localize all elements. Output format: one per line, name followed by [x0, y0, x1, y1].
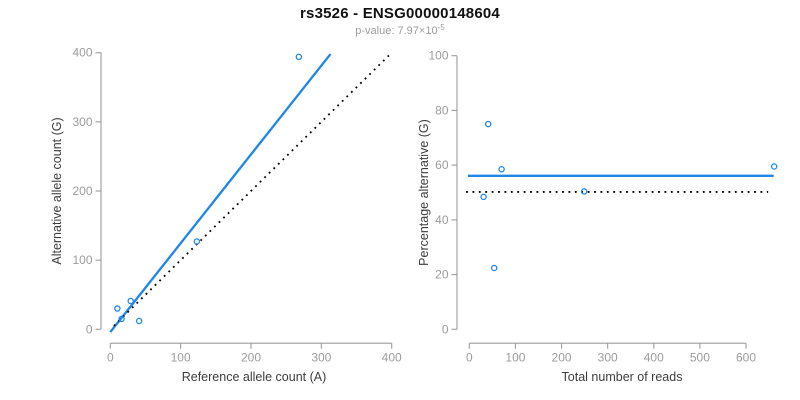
x-tick-label: 300 — [598, 351, 618, 365]
data-point — [484, 120, 492, 128]
data-point — [580, 188, 588, 195]
x-tick-label: 200 — [552, 351, 572, 365]
data-point — [490, 264, 498, 272]
regression-line — [109, 53, 332, 333]
x-tick-label: 100 — [171, 351, 191, 365]
chart-title: rs3526 - ENSG00000148604 — [300, 5, 500, 22]
p-value-base: 10 — [425, 25, 438, 37]
data-point — [135, 317, 143, 325]
x-axis-title: Total number of reads — [562, 370, 683, 384]
multiplication-sign: × — [418, 25, 426, 37]
y-tick-label: 300 — [72, 115, 92, 129]
y-tick-label: 80 — [435, 103, 449, 117]
y-tick-label: 200 — [72, 184, 92, 198]
data-point — [118, 315, 125, 323]
x-tick-label: 600 — [736, 351, 756, 365]
y-tick-label: 20 — [435, 268, 449, 282]
y-tick-label: 60 — [435, 158, 449, 172]
x-axis: 0 100 200 300 400 500 600 — [466, 342, 756, 365]
y-tick-label: 40 — [435, 213, 449, 227]
y-axis-title: Alternative allele count (G) — [50, 117, 64, 264]
data-points — [480, 120, 778, 272]
right-plot-percentage: 0 20 40 60 80 100 0 100 200 300 400 500 600 Total num… — [417, 49, 778, 384]
data-point — [114, 305, 121, 312]
y-tick-label: 100 — [72, 253, 92, 267]
x-tick-label: 0 — [466, 351, 473, 365]
data-point — [127, 297, 134, 305]
data-point — [498, 165, 505, 173]
data-point — [193, 238, 201, 245]
x-tick-label: 200 — [241, 351, 261, 365]
y-tick-label: 0 — [442, 322, 449, 336]
y-tick-label: 400 — [72, 46, 92, 60]
data-point — [770, 163, 778, 170]
y-axis-title: Percentage alternative (G) — [417, 119, 431, 266]
data-point — [295, 53, 303, 61]
identity-line — [113, 54, 390, 327]
y-tick-label: 0 — [86, 322, 93, 336]
p-value-prefix: p-value: — [355, 25, 395, 37]
p-value-exponent: -5 — [437, 23, 445, 32]
x-axis: 0 100 200 300 400 — [107, 342, 402, 365]
y-tick-label: 100 — [428, 49, 448, 63]
data-point — [480, 193, 487, 201]
x-tick-label: 100 — [505, 351, 525, 365]
x-tick-label: 0 — [107, 351, 114, 365]
y-axis: 0 20 40 60 80 100 — [428, 49, 458, 336]
x-tick-label: 300 — [311, 351, 331, 365]
x-tick-label: 500 — [690, 351, 710, 365]
p-value-label: p-value: 7.97×10-5 — [0, 23, 800, 37]
y-axis: 0 100 200 300 400 — [72, 46, 102, 336]
x-tick-label: 400 — [644, 351, 664, 365]
x-axis-title: Reference allele count (A) — [182, 370, 327, 384]
left-plot-allele-counts: 0 100 200 300 400 0 100 200 300 400 Reference alle… — [50, 46, 402, 384]
x-tick-label: 400 — [382, 351, 402, 365]
data-points — [114, 53, 303, 325]
p-value-mantissa: 7.97 — [397, 25, 419, 37]
